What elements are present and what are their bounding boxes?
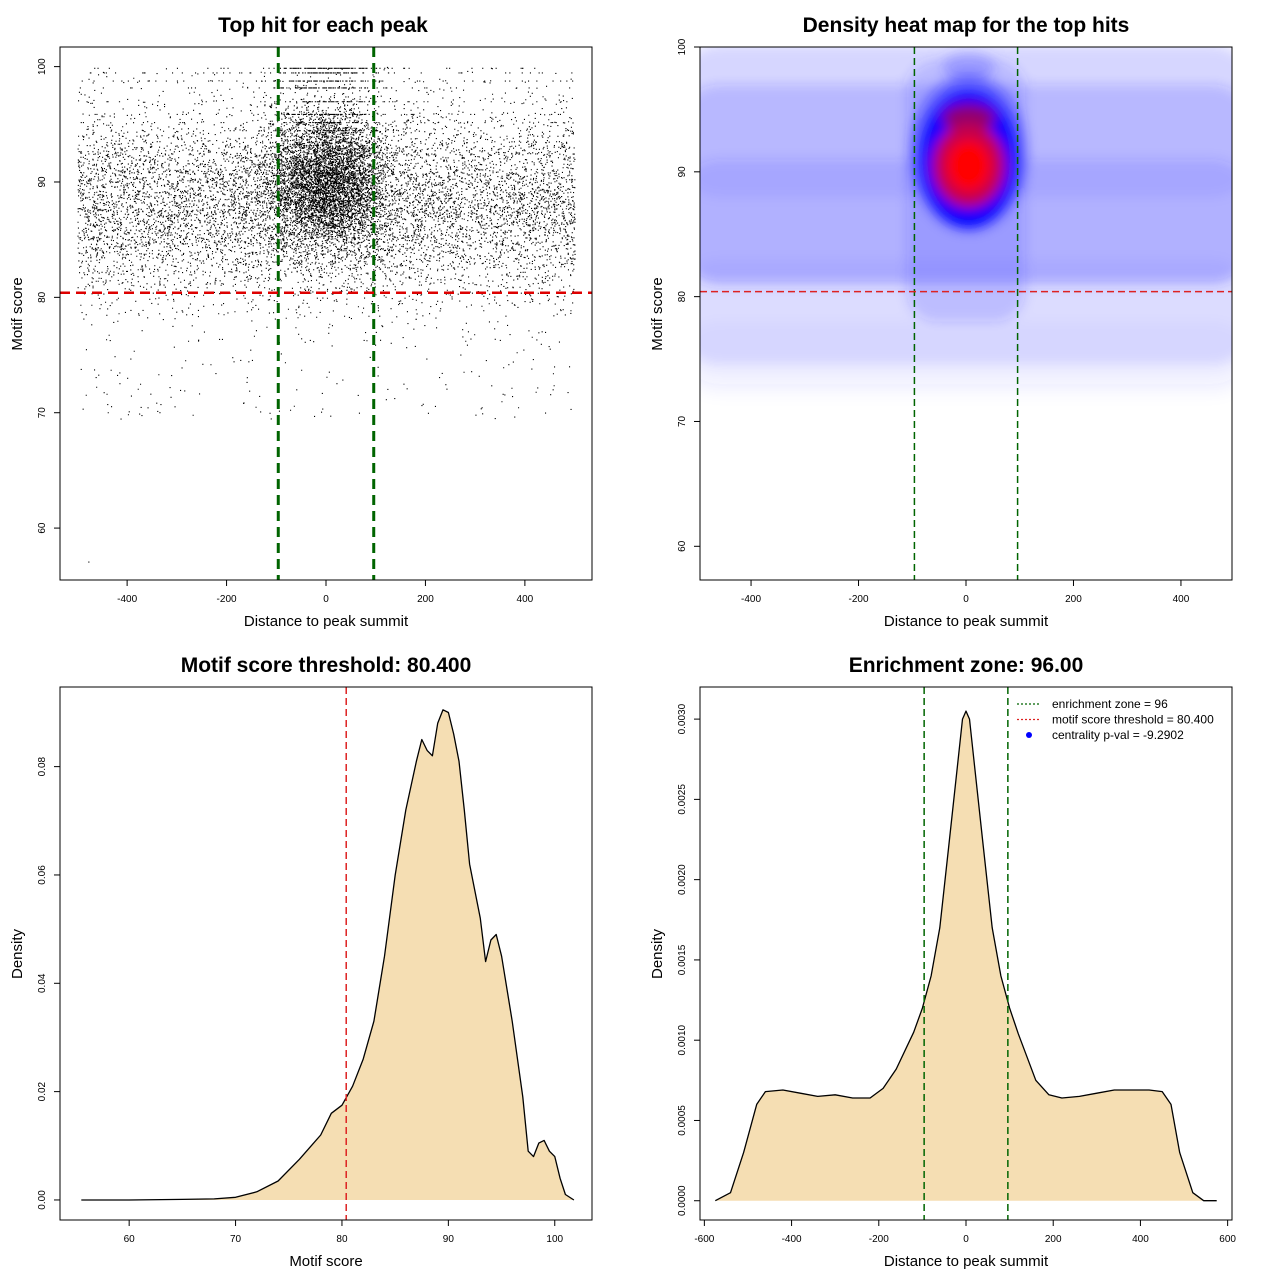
heatmap-density-band xyxy=(680,322,1252,397)
heatmap-y-tick-label: 80 xyxy=(677,291,688,303)
scatter-title: Top hit for each peak xyxy=(218,14,428,37)
scatter-plot-frame xyxy=(59,46,593,581)
score-density-y-tick-label: 0.02 xyxy=(37,1081,48,1101)
scatter-x-tick-label: 200 xyxy=(417,594,434,605)
scatter-x-tick-label: -400 xyxy=(117,594,137,605)
centrality-density-x-tick-label: 400 xyxy=(1132,1234,1149,1245)
centrality-density-panel: Enrichment zone: 96.00 -600 -400 -200 0 200 4… xyxy=(649,654,1236,1270)
heatmap-x-tick-label: 400 xyxy=(1173,594,1190,605)
score-density-panel: Motif score threshold: 80.400 60 70 80 90 10… xyxy=(9,654,593,1270)
score-density-density-curve xyxy=(81,709,575,1201)
centrality-density-x-tick-label: 0 xyxy=(963,1234,969,1245)
scatter-y-tick-label: 60 xyxy=(37,522,48,534)
centrality-density-y-tick-label: 0.0010 xyxy=(677,1024,688,1055)
scatter-y-tick-label: 90 xyxy=(37,176,48,188)
centrality-legend: enrichment zone = 96 motif score threshol… xyxy=(1017,697,1214,742)
centrality-density-title: Enrichment zone: 96.00 xyxy=(849,654,1084,677)
centrality-density-x-tick-label: -200 xyxy=(869,1234,889,1245)
heatmap-y-tick-label: 70 xyxy=(677,415,688,427)
legend-entry-label: centrality p-val = -9.2902 xyxy=(1052,728,1184,742)
scatter-x-axis: -400 -200 0 200 400 xyxy=(117,580,534,605)
legend-entry-label: enrichment zone = 96 xyxy=(1052,697,1168,711)
heatmap-panel: Density heat map for the top hits -400 -2… xyxy=(649,14,1252,630)
heatmap-x-tick-label: 0 xyxy=(963,594,969,605)
heatmap-peak xyxy=(946,139,991,192)
centrality-density-y-tick-label: 0.0005 xyxy=(677,1105,688,1136)
heatmap-y-tick-label: 60 xyxy=(677,540,688,552)
heatmap-x-tick-label: -400 xyxy=(741,594,761,605)
heatmap-y-tick-label: 90 xyxy=(677,166,688,178)
centrality-density-x-tick-label: 600 xyxy=(1219,1234,1236,1245)
centrality-density-area xyxy=(714,710,1217,1202)
score-density-y-tick-label: 0.06 xyxy=(37,865,48,885)
centrality-density-y-tick-label: 0.0030 xyxy=(677,703,688,734)
score-density-x-tick-label: 100 xyxy=(546,1234,563,1245)
score-density-y-tick-label: 0.08 xyxy=(37,756,48,776)
heatmap-reference-lines xyxy=(700,47,1232,580)
scatter-x-label: Distance to peak summit xyxy=(244,613,409,630)
heatmap-x-axis: -400 -200 0 200 400 xyxy=(741,580,1190,605)
scatter-y-label: Motif score xyxy=(9,277,26,350)
score-density-x-tick-label: 80 xyxy=(336,1234,348,1245)
score-density-title: Motif score threshold: 80.400 xyxy=(181,654,472,677)
score-density-x-label: Motif score xyxy=(289,1253,362,1270)
heatmap-title: Density heat map for the top hits xyxy=(803,14,1130,37)
score-density-x-tick-label: 70 xyxy=(230,1234,242,1245)
heatmap-y-label: Motif score xyxy=(649,277,666,350)
centrality-density-x-label: Distance to peak summit xyxy=(884,1253,1049,1270)
scatter-y-tick-label: 70 xyxy=(37,407,48,419)
centrality-density-density-curve xyxy=(714,710,1217,1202)
score-density-y-label: Density xyxy=(9,928,26,979)
score-density-area xyxy=(81,709,575,1201)
centrality-density-y-label: Density xyxy=(649,928,666,979)
scatter-points xyxy=(77,66,576,563)
centrality-density-filled-area xyxy=(715,711,1217,1201)
scatter-x-tick-label: 0 xyxy=(323,594,329,605)
legend-centrality-marker xyxy=(1026,732,1032,738)
score-density-filled-area xyxy=(81,709,574,1200)
score-density-y-tick-label: 0.00 xyxy=(37,1190,48,1210)
scatter-panel: Top hit for each peak -400 -200 0 200 400 60… xyxy=(9,14,593,630)
scatter-reference-lines xyxy=(60,47,592,580)
score-density-x-tick-label: 90 xyxy=(443,1234,455,1245)
centrality-density-x-tick-label: -400 xyxy=(782,1234,802,1245)
scatter-y-tick-label: 100 xyxy=(37,58,48,75)
scatter-y-tick-label: 80 xyxy=(37,291,48,303)
scatter-x-tick-label: 400 xyxy=(517,594,534,605)
heatmap-upper-hotspot xyxy=(942,104,995,133)
centrality-density-y-tick-label: 0.0015 xyxy=(677,944,688,975)
centrality-density-y-tick-label: 0.0000 xyxy=(677,1185,688,1216)
scatter-x-tick-label: -200 xyxy=(217,594,237,605)
score-density-x-tick-label: 60 xyxy=(124,1234,136,1245)
heatmap-y-tick-label: 100 xyxy=(677,38,688,55)
score-density-y-tick-label: 0.04 xyxy=(37,973,48,993)
score-density-x-axis: 60 70 80 90 100 xyxy=(124,1220,564,1245)
heatmap-density xyxy=(680,47,1252,397)
heatmap-top-blob xyxy=(942,51,995,80)
score-density-y-axis: 0.00 0.02 0.04 0.06 0.08 xyxy=(37,756,60,1210)
legend-entry-label: motif score threshold = 80.400 xyxy=(1052,713,1214,727)
scatter-point-cloud xyxy=(77,66,576,563)
scatter-y-axis: 60 70 80 90 100 xyxy=(37,58,60,534)
centrality-density-x-tick-label: 200 xyxy=(1045,1234,1062,1245)
centrality-density-y-axis: 0.0000 0.0005 0.0010 0.0015 0.0020 0.0025 0.00… xyxy=(677,703,700,1216)
centrality-density-y-tick-label: 0.0025 xyxy=(677,784,688,815)
centrality-density-x-tick-label: -600 xyxy=(694,1234,714,1245)
heatmap-y-axis: 60 70 80 90 100 xyxy=(677,38,700,552)
centrality-density-x-axis: -600 -400 -200 0 200 400 600 xyxy=(694,1220,1236,1245)
centrality-density-y-tick-label: 0.0020 xyxy=(677,864,688,895)
heatmap-density-area xyxy=(680,47,1252,397)
heatmap-x-tick-label: -200 xyxy=(849,594,869,605)
score-density-plot-frame xyxy=(59,686,593,1221)
heatmap-x-label: Distance to peak summit xyxy=(884,613,1049,630)
heatmap-x-tick-label: 200 xyxy=(1065,594,1082,605)
centrality-density-reference-lines xyxy=(923,687,1009,1220)
